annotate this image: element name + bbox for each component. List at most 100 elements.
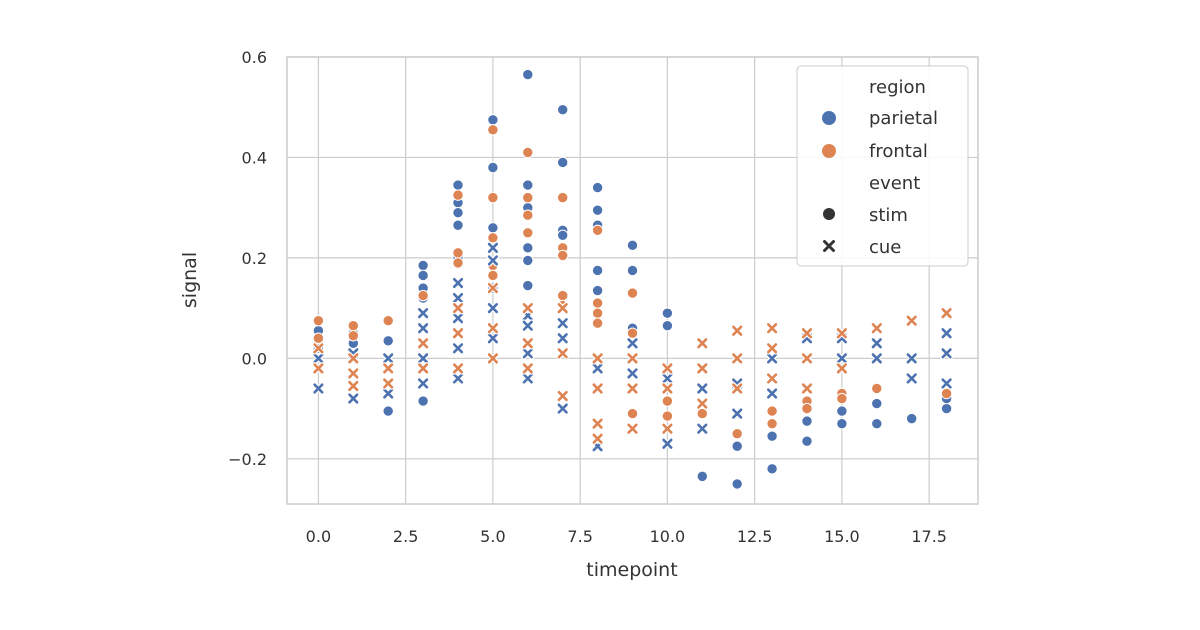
frontal-cue-point bbox=[556, 389, 570, 403]
frontal-cue-point bbox=[416, 336, 430, 350]
y-tick-label: 0.6 bbox=[242, 48, 267, 67]
frontal-stim-point bbox=[661, 410, 674, 422]
frontal-cue-point bbox=[661, 382, 674, 395]
parietal-cue-point bbox=[486, 241, 500, 255]
parietal-stim-point bbox=[661, 307, 674, 319]
parietal-cue-point bbox=[486, 254, 500, 267]
parietal-cue-point bbox=[451, 276, 465, 290]
parietal-cue-point bbox=[312, 352, 325, 365]
parietal-cue-point bbox=[730, 407, 744, 420]
frontal-cue-point bbox=[312, 362, 325, 375]
legend-cue-label: cue bbox=[869, 237, 901, 258]
frontal-cue-point bbox=[730, 324, 744, 338]
parietal-cue-point bbox=[940, 326, 953, 340]
parietal-stim-point bbox=[452, 219, 464, 231]
frontal-cue-point bbox=[416, 362, 430, 375]
parietal-stim-point bbox=[382, 335, 394, 347]
parietal-stim-point bbox=[417, 395, 429, 407]
parietal-cue-point bbox=[556, 316, 570, 330]
parietal-stim-point bbox=[522, 242, 534, 254]
parietal-stim-point bbox=[417, 269, 429, 282]
frontal-cue-point bbox=[381, 362, 395, 375]
parietal-cue-point bbox=[451, 372, 465, 385]
parietal-cue-point bbox=[695, 382, 709, 395]
parietal-cue-point bbox=[765, 387, 779, 400]
frontal-cue-point bbox=[800, 326, 814, 340]
x-tick-label: 5.0 bbox=[480, 527, 505, 546]
frontal-cue-point bbox=[591, 382, 604, 395]
frontal-stim-point bbox=[871, 382, 883, 395]
parietal-stim-point bbox=[801, 435, 813, 447]
frontal-stim-point bbox=[417, 289, 429, 302]
parietal-cue-point bbox=[521, 372, 535, 385]
frontal-stim-point bbox=[347, 330, 360, 342]
frontal-stim-point bbox=[487, 124, 499, 136]
frontal-stim-point bbox=[522, 191, 534, 204]
frontal-cue-point bbox=[626, 352, 639, 365]
frontal-stim-point bbox=[731, 427, 743, 440]
parietal-stim-point bbox=[591, 284, 604, 297]
parietal-cue-point bbox=[870, 336, 884, 350]
frontal-stim-point bbox=[312, 314, 325, 327]
frontal-cue-point bbox=[765, 342, 779, 355]
frontal-stim-point bbox=[836, 392, 848, 405]
frontal-cue-point bbox=[556, 347, 570, 360]
legend-frame bbox=[796, 65, 969, 267]
parietal-stim-point bbox=[836, 417, 848, 430]
frontal-cue-point bbox=[695, 362, 709, 375]
parietal-stim-point bbox=[591, 264, 604, 277]
parietal-cue-point bbox=[940, 347, 953, 360]
parietal-stim-point bbox=[731, 478, 743, 490]
frontal-cue-point bbox=[381, 377, 395, 390]
y-tick-label: 0.4 bbox=[242, 148, 267, 167]
parietal-cue-point bbox=[416, 321, 430, 335]
frontal-cue-point bbox=[695, 397, 709, 410]
frontal-cue-point bbox=[521, 301, 535, 315]
parietal-cue-point bbox=[870, 352, 884, 365]
parietal-stim-point bbox=[626, 264, 639, 277]
frontal-cue-point bbox=[661, 422, 674, 435]
parietal-cue-point bbox=[765, 352, 779, 365]
parietal-cue-point bbox=[416, 306, 430, 320]
parietal-stim-point bbox=[522, 68, 534, 81]
frontal-stim-point bbox=[452, 257, 464, 269]
y-tick-label: 0.0 bbox=[242, 349, 267, 368]
legend: region parietal frontal event stim cue bbox=[796, 65, 969, 267]
legend-hue-title: region bbox=[869, 77, 926, 98]
frontal-stim-point bbox=[452, 247, 464, 259]
frontal-cue-point bbox=[486, 281, 500, 295]
frontal-cue-point bbox=[451, 362, 465, 375]
frontal-stim-point bbox=[591, 224, 604, 236]
frontal-stim-point bbox=[557, 249, 569, 262]
parietal-cue-point bbox=[521, 347, 535, 360]
frontal-stim-point bbox=[626, 407, 639, 420]
frontal-cue-point bbox=[626, 422, 639, 435]
frontal-stim-point bbox=[626, 327, 639, 339]
frontal-stim-point bbox=[522, 146, 534, 159]
parietal-stim-point bbox=[661, 320, 674, 332]
frontal-cue-point bbox=[591, 417, 604, 430]
frontal-cue-point bbox=[730, 352, 744, 365]
parietal-stim-point bbox=[522, 254, 534, 267]
x-tick-label: 0.0 bbox=[306, 527, 331, 546]
parietal-stim-point bbox=[452, 206, 464, 219]
frontal-cue-point bbox=[800, 352, 814, 365]
parietal-stim-point bbox=[591, 204, 604, 216]
parietal-cue-point bbox=[416, 352, 430, 365]
frontal-stim-point bbox=[522, 209, 534, 221]
frontal-stim-point bbox=[452, 189, 464, 201]
parietal-cue-point bbox=[381, 387, 395, 400]
parietal-stim-point bbox=[836, 405, 848, 417]
tick-labels: 0.0 2.5 5.0 7.5 10.0 12.5 15.0 17.5 −0.2 0.0 0.2 0.… bbox=[228, 48, 947, 546]
parietal-stim-point bbox=[382, 405, 394, 417]
frontal-cue-point bbox=[451, 301, 465, 315]
y-tick-label: 0.2 bbox=[242, 249, 267, 268]
plot-frame bbox=[286, 56, 979, 505]
frontal-cue-point bbox=[661, 362, 674, 375]
parietal-cue-point bbox=[451, 342, 465, 355]
parietal-stim-point bbox=[522, 279, 534, 292]
parietal-stim-point bbox=[940, 402, 953, 415]
parietal-stim-point bbox=[557, 229, 569, 241]
parietal-cue-point bbox=[661, 437, 674, 451]
frontal-cue-point bbox=[451, 326, 465, 340]
